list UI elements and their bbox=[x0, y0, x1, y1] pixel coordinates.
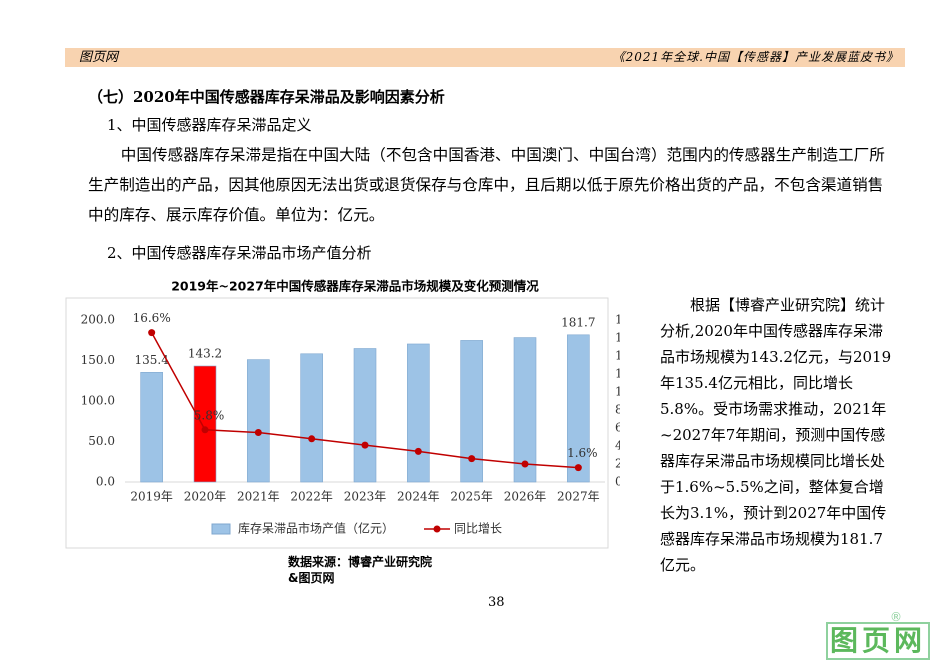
y-tick-label: 100.0 bbox=[81, 394, 115, 408]
watermark-text: 图页网 bbox=[826, 622, 931, 660]
line-marker bbox=[308, 435, 316, 443]
side-text: 根据【博睿产业研究院】统计分析,2020年中国传感器库存呆滞品市场规模为143.… bbox=[660, 296, 892, 574]
line-marker bbox=[201, 426, 209, 434]
bar-label: 135.4 bbox=[134, 353, 169, 367]
line-label: 1.6% bbox=[567, 446, 598, 460]
line-label: 16.6% bbox=[133, 311, 171, 325]
y2-tick-label: 8% bbox=[615, 403, 620, 417]
x-tick-label: 2019年 bbox=[130, 490, 173, 504]
y2-tick-label: 6% bbox=[615, 421, 620, 435]
line-marker bbox=[521, 460, 529, 468]
x-tick-label: 2023年 bbox=[344, 490, 387, 504]
x-tick-label: 2025年 bbox=[450, 490, 493, 504]
y2-tick-label: 12% bbox=[615, 367, 620, 381]
chart-title: 2019年~2027年中国传感器库存呆滞品市场规模及变化预测情况 bbox=[171, 279, 539, 294]
legend-swatch bbox=[433, 525, 441, 533]
x-tick-label: 2026年 bbox=[504, 490, 547, 504]
subtitle: 1、中国传感器库存呆滞品定义 bbox=[107, 116, 312, 134]
y2-tick-label: 16% bbox=[615, 331, 620, 345]
bar bbox=[193, 365, 217, 483]
legend-swatch bbox=[211, 523, 231, 535]
x-tick-label: 2022年 bbox=[290, 490, 333, 504]
y2-tick-label: 4% bbox=[615, 439, 620, 453]
chart: 2019年~2027年中国传感器库存呆滞品市场规模及变化预测情况 0.0 50.0… bbox=[65, 279, 620, 549]
header-right: 《2021年全球.中国【传感器】产业发展蓝皮书》 bbox=[612, 50, 899, 64]
line-marker bbox=[414, 447, 422, 455]
bar bbox=[140, 372, 163, 483]
legend-label: 库存呆滞品市场产值（亿元） bbox=[238, 521, 394, 536]
x-tick-label: 2021年 bbox=[237, 490, 280, 504]
y2-tick-label: 18% bbox=[615, 313, 620, 327]
legend-label: 同比增长 bbox=[454, 522, 502, 536]
subtitle: 2、中国传感器库存呆滞品市场产值分析 bbox=[107, 244, 372, 262]
bar bbox=[353, 348, 377, 483]
page-number: 38 bbox=[488, 595, 505, 610]
line-marker bbox=[468, 455, 476, 463]
y-tick-label: 0.0 bbox=[96, 475, 115, 489]
bar bbox=[460, 340, 483, 483]
bar bbox=[300, 353, 323, 483]
registered-mark: ® bbox=[890, 610, 902, 624]
y2-tick-label: 2% bbox=[615, 457, 620, 471]
bar-label: 143.2 bbox=[188, 347, 222, 361]
chart-border bbox=[65, 297, 609, 549]
y2-tick-label: 14% bbox=[615, 349, 620, 363]
paragraph: 中国传感器库存呆滞是指在中国大陆（不包含中国香港、中国澳门、中国台湾）范围内的传… bbox=[88, 146, 885, 224]
x-tick-label: 2027年 bbox=[557, 490, 600, 504]
y-tick-label: 150.0 bbox=[81, 353, 115, 367]
y-tick-label: 50.0 bbox=[88, 434, 115, 448]
header-bar: 图页网 《2021年全球.中国【传感器】产业发展蓝皮书》 bbox=[65, 48, 905, 67]
line-marker bbox=[254, 429, 262, 436]
line-marker bbox=[361, 441, 369, 449]
bar bbox=[407, 343, 430, 483]
x-tick-label: 2020年 bbox=[184, 490, 227, 504]
line-marker bbox=[574, 464, 582, 472]
y2-tick-label: 10% bbox=[615, 385, 620, 399]
line-marker bbox=[148, 329, 156, 337]
y-tick-label: 200.0 bbox=[81, 313, 115, 327]
bar bbox=[513, 337, 537, 483]
bar bbox=[567, 334, 590, 483]
line-label: 5.8% bbox=[194, 408, 225, 422]
section-title: （七）2020年中国传感器库存呆滞品及影响因素分析 bbox=[88, 88, 445, 106]
y2-tick-label: 0% bbox=[615, 475, 620, 489]
x-tick-label: 2024年 bbox=[397, 490, 440, 504]
header-left: 图页网 bbox=[79, 50, 119, 65]
bar-label: 181.7 bbox=[561, 315, 595, 329]
source: 数据来源：博睿产业研究院 &图页网 bbox=[288, 554, 432, 586]
source-line: 数据来源：博睿产业研究院 bbox=[288, 555, 433, 569]
source-line: &图页网 bbox=[288, 571, 335, 585]
bar bbox=[247, 359, 270, 483]
watermark: 图页网 bbox=[826, 622, 932, 660]
